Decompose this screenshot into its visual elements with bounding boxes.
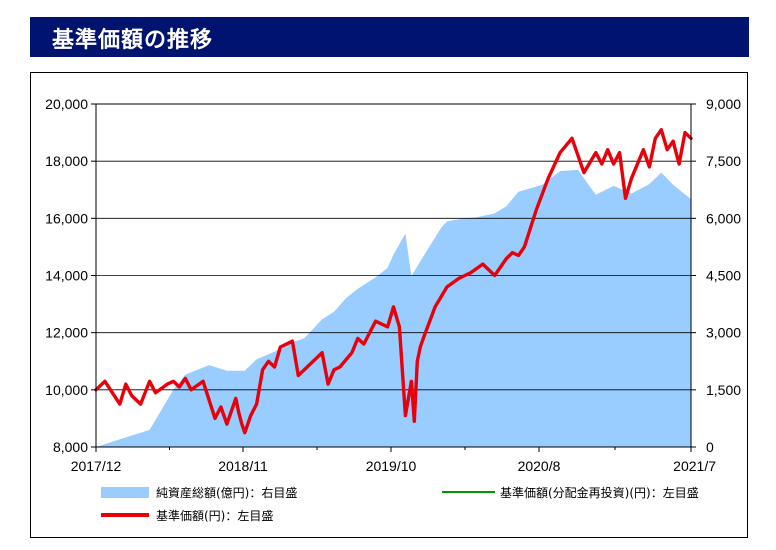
x-tick-label: 2019/10 [366,458,417,474]
y-right-tick-label: 3,000 [706,325,741,341]
y-right-tick-label: 1,500 [706,382,741,398]
legend-label-reinvest: 基準価額(分配金再投資)(円)：左目盛 [500,485,699,500]
axis-layer: 8,000 10,000 12,000 14,000 16,000 18,000 20,00… [45,96,741,474]
y-left-tick-label: 14,000 [45,268,88,284]
y-right-tick-label: 6,000 [706,210,741,226]
chart-frame [30,72,748,538]
y-right-tick-label: 4,500 [706,268,741,284]
x-tick-label: 2018/11 [218,458,268,474]
x-tick-label: 2017/12 [71,458,122,474]
legend: 純資産総額(億円)：右目盛 基準価額(分配金再投資)(円)：左目盛基準価額(円)：… [101,485,699,523]
y-right-tick-label: 9,000 [706,96,741,112]
y-right-tick-label: 0 [706,439,714,455]
y-left-tick-label: 10,000 [45,382,88,398]
y-left-tick-label: 16,000 [45,210,88,226]
legend-label-nav: 基準価額(円)：左目盛 [156,508,273,523]
page-title: 基準価額の推移 [52,28,214,53]
legend-label-net-assets: 純資産総額(億円)：右目盛 [156,485,297,500]
y-left-tick-label: 18,000 [45,153,88,169]
title-bar: 基準価額の推移 [30,17,749,57]
x-tick-label: 2021/7 [673,458,716,474]
y-left-tick-label: 8,000 [53,439,88,455]
x-tick-label: 2020/8 [518,458,561,474]
y-right-tick-label: 7,500 [706,153,741,169]
legend-swatch-net-assets [101,487,149,498]
y-left-tick-label: 12,000 [45,325,88,341]
nav-line [94,127,693,435]
line-layer [94,127,693,435]
y-left-tick-label: 20,000 [45,96,88,112]
